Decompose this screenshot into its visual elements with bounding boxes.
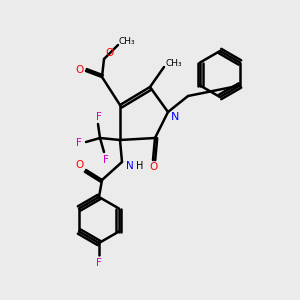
Text: O: O [105, 48, 113, 58]
Text: F: F [103, 155, 109, 165]
Text: N: N [171, 112, 179, 122]
Text: O: O [149, 162, 157, 172]
Text: CH₃: CH₃ [119, 38, 135, 46]
Text: CH₃: CH₃ [166, 59, 182, 68]
Text: F: F [96, 258, 102, 268]
Text: O: O [75, 160, 83, 170]
Text: F: F [76, 138, 82, 148]
Text: O: O [75, 65, 83, 75]
Text: F: F [96, 112, 102, 122]
Text: N: N [126, 161, 134, 171]
Text: H: H [136, 161, 144, 171]
